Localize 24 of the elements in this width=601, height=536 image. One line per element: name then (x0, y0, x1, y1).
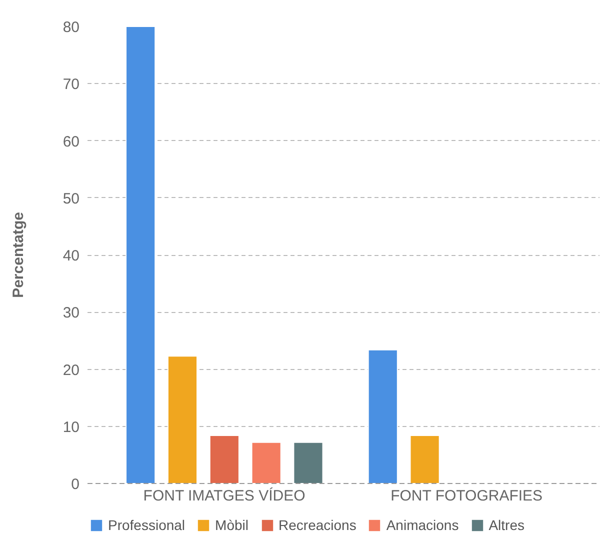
legend-label: Animacions (386, 517, 459, 533)
y-tick-label: 60 (62, 133, 80, 150)
bar (410, 435, 440, 484)
x-tick-label: FONT IMATGES VÍDEO (143, 486, 306, 504)
bar (293, 442, 324, 484)
y-tick-label: 10 (62, 418, 80, 436)
legend-label: Altres (488, 517, 525, 533)
y-tick-label: 20 (62, 362, 80, 379)
y-tick-label: 40 (62, 248, 80, 264)
legend-label: Mòbil (215, 517, 249, 533)
y-tick-label: 0 (71, 476, 80, 493)
bar (368, 349, 398, 484)
y-tick-label: 70 (62, 76, 80, 94)
y-tick-label: 30 (62, 304, 80, 322)
bar (209, 435, 240, 484)
y-axis-title: Percentatge (10, 212, 27, 298)
legend-label: Recreacions (278, 517, 356, 533)
x-tick-label: FONT FOTOGRAFIES (390, 488, 543, 504)
legend-label: Professional (108, 517, 186, 533)
bar (251, 442, 282, 484)
bar (126, 26, 156, 484)
y-tick-label: 50 (62, 190, 80, 208)
bar (167, 356, 198, 484)
y-tick-label: 80 (62, 19, 80, 36)
